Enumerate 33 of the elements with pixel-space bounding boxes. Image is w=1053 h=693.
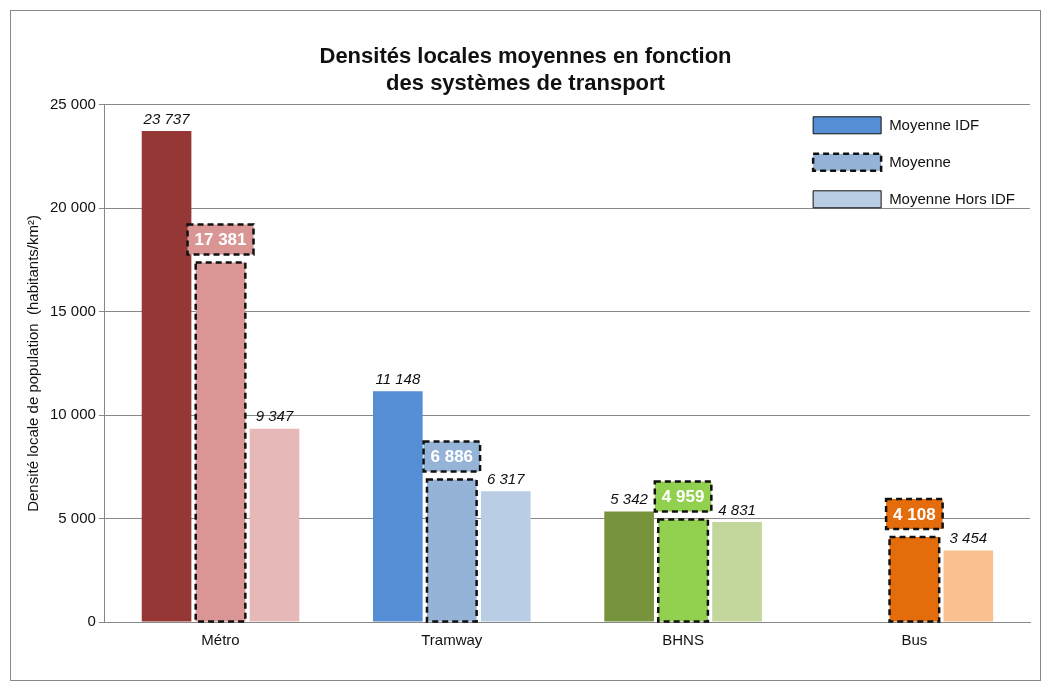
bar — [943, 550, 994, 622]
data-label: 4 831 — [718, 500, 756, 518]
data-label: 4 108 — [893, 504, 936, 524]
x-tick-label: Métro — [201, 631, 240, 649]
y-tick-label: 15 000 — [49, 301, 96, 319]
y-axis-title: Densité locale de population (habitants/km²) — [24, 214, 42, 512]
legend-label: Moyenne Hors IDF — [889, 189, 1015, 207]
bar — [373, 391, 423, 622]
legend-label: Moyenne IDF — [889, 115, 980, 133]
data-label: 17 381 — [194, 230, 247, 250]
data-label: 6 886 — [430, 447, 474, 467]
bar — [480, 491, 531, 622]
data-label: 5 342 — [610, 490, 649, 508]
bar — [712, 522, 762, 622]
x-tick-label: Tramway — [421, 631, 483, 649]
legend-label: Moyenne — [889, 152, 951, 170]
data-label: 11 148 — [375, 370, 421, 388]
y-tick-label: 0 — [87, 612, 96, 630]
x-tick-label: Bus — [901, 631, 928, 649]
y-tick-label: 10 000 — [49, 405, 96, 423]
x-tick-label: BHNS — [662, 631, 704, 649]
data-label: 4 959 — [661, 487, 705, 507]
bar — [604, 511, 654, 622]
chart-title: Densités locales moyennes en fonction des systèmes de transport — [319, 43, 732, 95]
data-label: 9 347 — [255, 407, 294, 425]
data-label: 23 737 — [142, 109, 191, 127]
bar — [141, 130, 192, 622]
y-tick-label: 5 000 — [58, 508, 96, 526]
y-tick-label: 20 000 — [49, 198, 96, 216]
data-label: 3 454 — [949, 529, 988, 547]
bar — [249, 428, 300, 622]
y-tick-label: 25 000 — [49, 94, 96, 112]
data-label: 6 317 — [486, 469, 526, 487]
